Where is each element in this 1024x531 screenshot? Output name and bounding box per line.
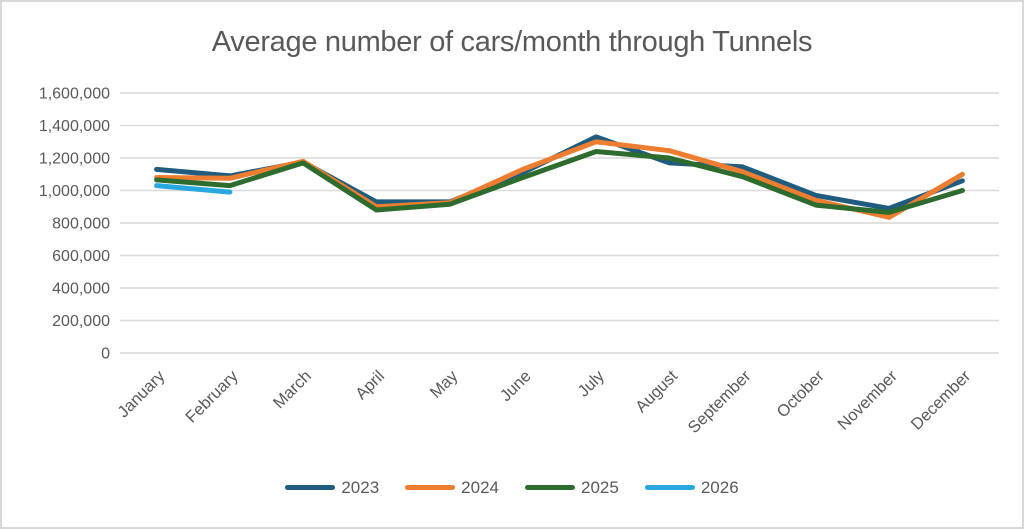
y-axis-tick-label: 0 <box>101 346 110 363</box>
y-axis-tick-label: 800,000 <box>52 216 110 233</box>
legend-swatch-2025 <box>525 485 575 490</box>
x-axis-tick-label: September <box>685 367 755 437</box>
x-axis-tick-label: October <box>773 367 828 422</box>
x-axis-tick-label: January <box>114 367 169 422</box>
x-axis-tick-label: June <box>497 367 535 405</box>
legend-item-2024: 2024 <box>405 479 499 496</box>
x-axis-tick-label: December <box>908 367 975 434</box>
legend-item-2026: 2026 <box>644 478 739 497</box>
chart-title: Average number of cars/month through Tun… <box>211 26 813 58</box>
legend-label: 2026 <box>700 478 739 497</box>
x-axis-tick-label: February <box>182 367 242 427</box>
y-axis-tick-label: 200,000 <box>52 313 110 330</box>
y-axis-tick-label: 1,600,000 <box>39 86 110 103</box>
series-line-2025 <box>154 149 965 215</box>
legend-swatch-2023 <box>285 485 336 490</box>
legend-label: 2025 <box>581 478 619 497</box>
legend-item-2023: 2023 <box>285 479 379 496</box>
y-axis-tick-label: 1,400,000 <box>39 118 110 135</box>
legend-label: 2023 <box>341 478 380 497</box>
x-axis-tick-label: November <box>834 367 901 434</box>
y-axis-tick-label: 1,200,000 <box>39 151 110 168</box>
y-axis-tick-label: 600,000 <box>52 248 110 265</box>
y-axis-tick-label: 1,000,000 <box>39 183 110 200</box>
y-axis-tick-label: 400,000 <box>52 281 110 298</box>
series-line-2026 <box>154 183 233 195</box>
legend-label: 2024 <box>461 478 499 497</box>
x-axis-tick-label: May <box>427 367 462 402</box>
x-axis-tick-label: March <box>270 367 315 412</box>
legend-swatch-2024 <box>405 485 456 490</box>
x-axis-tick-label: July <box>574 367 608 401</box>
x-axis-tick-label: August <box>632 367 681 416</box>
legend-swatch-2026 <box>644 485 695 490</box>
legend: 2023 2024 2025 2026 <box>2 479 1022 496</box>
legend-item-2025: 2025 <box>525 479 619 496</box>
x-axis-tick-label: April <box>352 367 388 403</box>
